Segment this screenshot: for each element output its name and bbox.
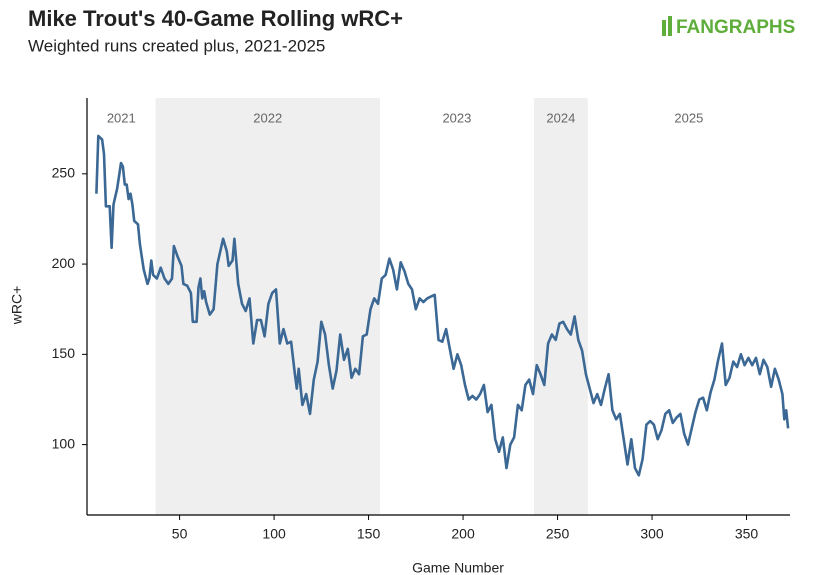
- line-series: [95, 134, 790, 477]
- season-label: 2025: [674, 110, 703, 125]
- logo-mark: [662, 20, 666, 36]
- logo: FANGRAPHS: [676, 17, 795, 38]
- y-tick-label: 100: [52, 435, 76, 451]
- x-tick-label: 200: [451, 526, 475, 542]
- x-axis-label: Game Number: [412, 560, 504, 575]
- logo-mark: [668, 16, 672, 36]
- x-tick-label: 350: [735, 526, 759, 542]
- y-axis-label: wRC+: [9, 286, 25, 326]
- season-label: 2022: [253, 110, 282, 125]
- x-tick-label: 300: [640, 526, 664, 542]
- x-tick-label: 50: [172, 526, 188, 542]
- chart-title: Mike Trout's 40-Game Rolling wRC+: [28, 6, 403, 31]
- y-tick-label: 250: [52, 165, 76, 181]
- y-tick-label: 200: [52, 255, 76, 271]
- y-tick-label: 150: [52, 345, 76, 361]
- season-band: [533, 98, 588, 515]
- x-tick-label: 150: [357, 526, 381, 542]
- season-label: 2023: [442, 110, 471, 125]
- chart-subtitle: Weighted runs created plus, 2021-2025: [28, 36, 325, 55]
- season-label: 2021: [107, 110, 136, 125]
- x-tick-label: 250: [546, 526, 570, 542]
- x-tick-label: 100: [262, 526, 286, 542]
- season-label: 2024: [546, 110, 575, 125]
